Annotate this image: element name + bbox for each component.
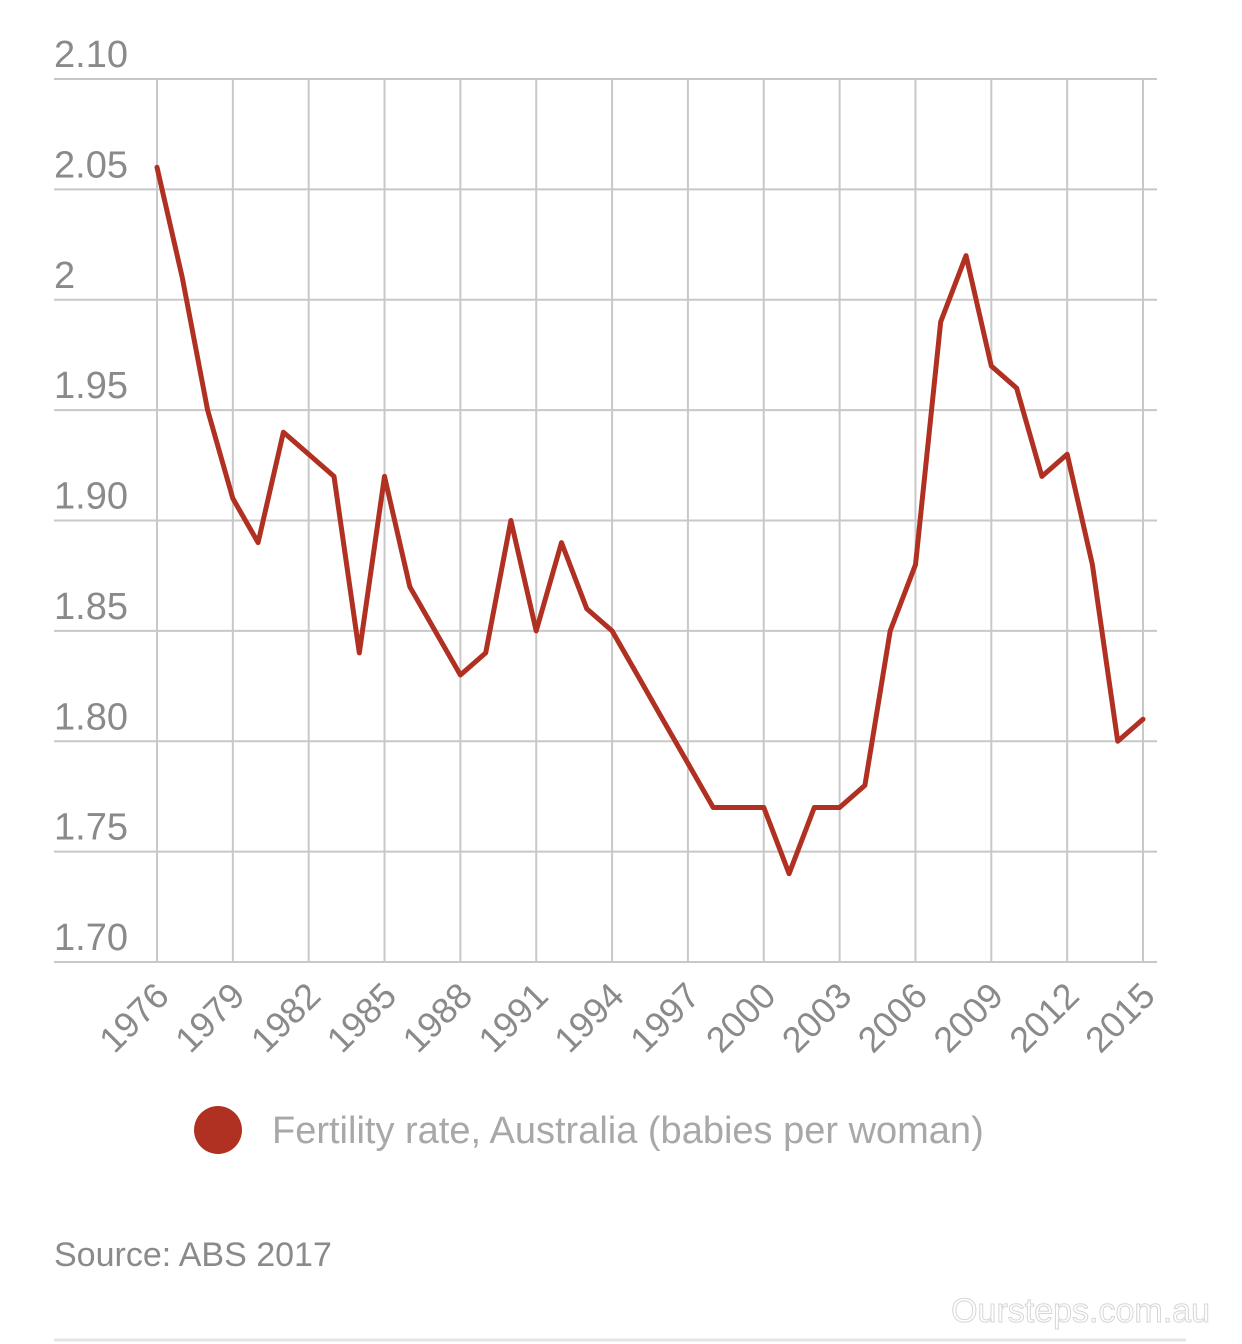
x-tick-label: 1988 [394, 975, 480, 1061]
y-tick-label: 2.05 [54, 144, 128, 186]
vertical-gridlines [156, 79, 1144, 962]
x-tick-label: 2000 [698, 975, 784, 1061]
y-tick-label: 2 [54, 255, 75, 297]
source-note: Source: ABS 2017 [54, 1236, 332, 1274]
y-tick-label: 1.90 [54, 476, 128, 518]
x-tick-label: 1985 [319, 975, 405, 1061]
x-axis-tick-labels: 1976197919821985198819911994199720002003… [91, 975, 1163, 1061]
x-tick-label: 2012 [1001, 975, 1087, 1061]
fertility-rate-line [154, 164, 1146, 877]
x-tick-label: 1997 [622, 975, 708, 1061]
legend: Fertility rate, Australia (babies per wo… [194, 1106, 984, 1154]
legend-swatch [194, 1106, 242, 1154]
x-tick-label: 2015 [1077, 975, 1163, 1061]
x-tick-label: 2006 [849, 975, 935, 1061]
x-tick-label: 1991 [470, 975, 556, 1061]
watermark: Oursteps.com.au [951, 1292, 1210, 1330]
y-tick-label: 1.80 [54, 696, 128, 738]
horizontal-gridlines [54, 78, 1157, 963]
x-tick-label: 2009 [925, 975, 1011, 1061]
y-tick-label: 1.95 [54, 365, 128, 407]
x-tick-label: 1994 [546, 975, 632, 1061]
y-tick-label: 1.70 [54, 917, 128, 959]
x-tick-label: 1982 [243, 975, 329, 1061]
x-tick-label: 1979 [167, 975, 253, 1061]
x-tick-label: 1976 [91, 975, 177, 1061]
y-tick-label: 1.85 [54, 586, 128, 628]
y-tick-label: 1.75 [54, 807, 128, 849]
y-tick-label: 2.10 [54, 34, 128, 76]
legend-label: Fertility rate, Australia (babies per wo… [272, 1110, 984, 1152]
y-axis-tick-labels: 1.70 1.75 1.80 1.85 1.90 1.95 2 2.05 2.10 [54, 34, 128, 959]
x-tick-label: 2003 [774, 975, 860, 1061]
